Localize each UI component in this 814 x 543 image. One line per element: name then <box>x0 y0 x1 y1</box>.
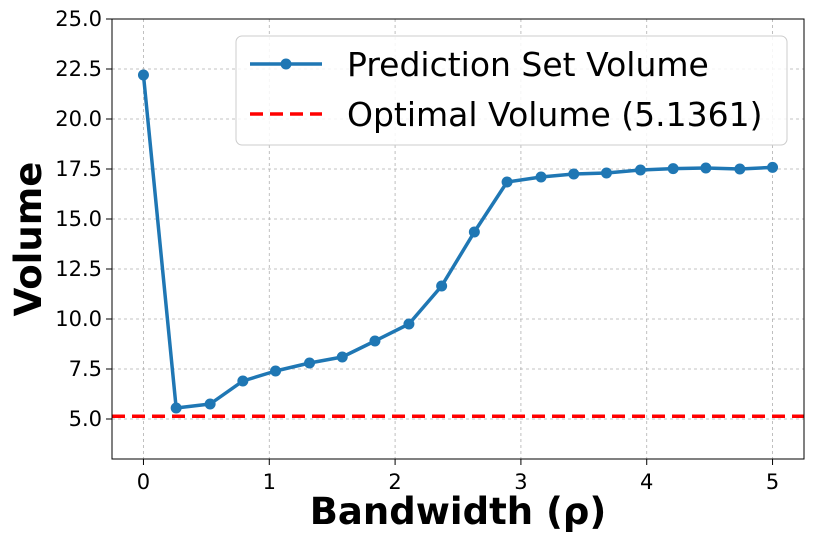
y-tick-label: 15.0 <box>55 207 102 231</box>
prediction-volume-point <box>667 163 679 175</box>
prediction-volume-point <box>700 162 712 174</box>
prediction-volume-point <box>568 168 580 180</box>
y-tick-label: 5.0 <box>69 407 102 431</box>
prediction-volume-point <box>170 402 182 414</box>
y-tick-label: 20.0 <box>55 107 102 131</box>
prediction-volume-point <box>270 365 282 377</box>
plot-frame <box>111 18 805 460</box>
prediction-volume-point <box>501 176 513 188</box>
x-axis-title: Bandwidth (ρ) <box>310 490 607 533</box>
prediction-volume-point <box>403 318 415 330</box>
x-tick-label: 2 <box>388 470 401 494</box>
legend-label-prediction: Prediction Set Volume <box>347 45 709 84</box>
prediction-volume-point <box>336 351 348 363</box>
x-tick-label: 1 <box>263 470 276 494</box>
y-tick-label: 10.0 <box>55 307 102 331</box>
y-tick-label: 25.0 <box>55 7 102 31</box>
x-tick-label: 5 <box>766 470 779 494</box>
y-tick-label: 17.5 <box>55 157 102 181</box>
prediction-volume-point <box>369 335 381 347</box>
legend-box <box>235 35 788 146</box>
prediction-volume-point <box>204 398 216 410</box>
prediction-volume-point <box>304 357 316 369</box>
prediction-volume-point <box>237 375 249 387</box>
y-tick-label: 12.5 <box>55 257 102 281</box>
x-tick-label: 3 <box>514 470 527 494</box>
legend: Prediction Set Volume Optimal Volume (5.… <box>235 35 788 146</box>
legend-label-optimal: Optimal Volume (5.1361) <box>347 95 763 134</box>
prediction-volume-point <box>600 167 612 179</box>
x-tick-label: 4 <box>640 470 653 494</box>
y-tick-label: 22.5 <box>55 57 102 81</box>
ticks: 0 1 2 3 4 5 5.0 7.5 10.0 12.5 15.0 17.5 20.0 22.5 25.0 <box>55 7 779 494</box>
y-tick-label: 7.5 <box>69 357 102 381</box>
prediction-volume-point <box>734 163 746 175</box>
prediction-volume-point <box>436 280 448 292</box>
y-axis-title: Volume <box>7 162 50 317</box>
prediction-volume-point <box>535 171 547 183</box>
prediction-volume-point <box>634 164 646 176</box>
prediction-volume-point <box>137 69 149 81</box>
prediction-volume-point <box>468 226 480 238</box>
x-tick-label: 0 <box>137 470 150 494</box>
legend-marker-prediction <box>280 58 292 70</box>
series-layer <box>112 69 804 419</box>
prediction-volume-point <box>767 161 779 173</box>
